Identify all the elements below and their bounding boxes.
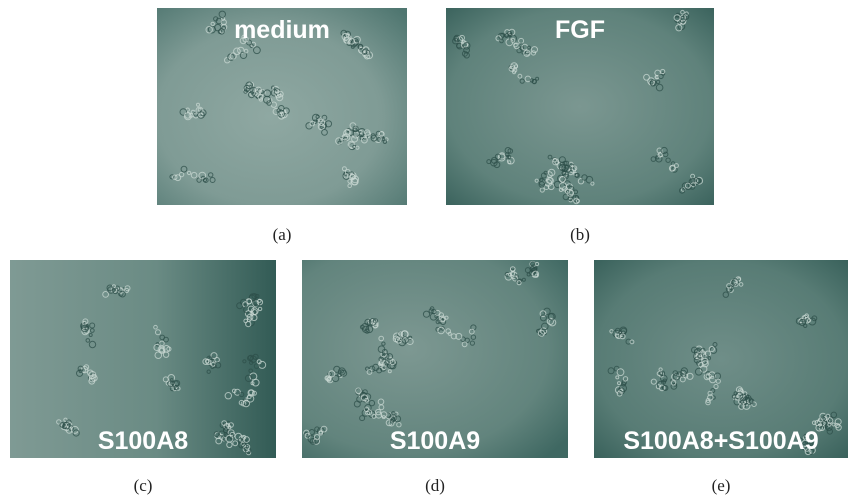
panel-label: medium	[234, 16, 330, 44]
panel-caption: (a)	[273, 225, 292, 244]
panel-caption: (c)	[134, 476, 153, 495]
panel-caption: (d)	[425, 476, 445, 495]
micrograph-panel: medium	[157, 8, 407, 205]
figure: medium (a) FGF (b) S100A8 (c) S100A9 (d) S100A8+…	[0, 0, 851, 499]
micrograph-panel: S100A8	[10, 260, 276, 458]
panel-label: FGF	[555, 16, 605, 44]
panel-caption: (b)	[570, 225, 590, 244]
micrograph-panel: S100A9	[302, 260, 568, 458]
panel-label: S100A9	[390, 427, 480, 455]
panel-label: S100A8	[98, 427, 188, 455]
micrograph-panel: S100A8+S100A9	[594, 260, 848, 458]
panel-caption: (e)	[712, 476, 731, 495]
micrograph-panel: FGF	[446, 8, 714, 205]
panel-label: S100A8+S100A9	[623, 427, 818, 455]
